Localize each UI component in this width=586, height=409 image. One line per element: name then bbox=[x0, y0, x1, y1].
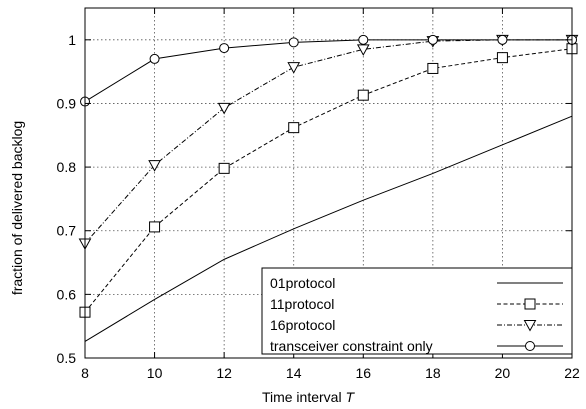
y-axis-title: fraction of delivered backlog bbox=[9, 121, 25, 295]
y-tick-label: 0.7 bbox=[57, 223, 77, 239]
plot-frame bbox=[84, 7, 573, 359]
series-line bbox=[84, 48, 573, 313]
data-point bbox=[288, 37, 299, 48]
data-point bbox=[219, 43, 230, 54]
data-point bbox=[358, 34, 369, 45]
data-point bbox=[357, 89, 369, 101]
legend-marker bbox=[525, 341, 535, 351]
data-point bbox=[149, 221, 161, 233]
y-tick-label: 0.9 bbox=[57, 95, 77, 111]
x-axis-title-text: Time interval bbox=[262, 389, 342, 405]
x-tick-label: 10 bbox=[147, 365, 163, 381]
legend-box bbox=[261, 267, 573, 355]
series-4 bbox=[80, 34, 577, 107]
grid bbox=[85, 8, 572, 358]
data-point bbox=[287, 62, 301, 74]
legend-label: 11protocol bbox=[270, 296, 334, 312]
series-2 bbox=[79, 43, 578, 318]
data-point bbox=[148, 160, 161, 172]
y-tick-label: 0.8 bbox=[57, 159, 77, 175]
x-tick-label: 18 bbox=[425, 365, 441, 381]
y-tick-label: 0.5 bbox=[57, 350, 77, 366]
data-point bbox=[149, 53, 160, 64]
data-point bbox=[427, 34, 438, 45]
data-point bbox=[356, 44, 370, 56]
legend-marker bbox=[524, 298, 536, 310]
data-point bbox=[497, 34, 508, 45]
legend-label: 01protocol bbox=[270, 275, 335, 291]
data-point bbox=[288, 122, 300, 134]
legend: 01protocol 11protocol 16protocol transceive… bbox=[261, 267, 573, 355]
y-tick-label: 0.6 bbox=[57, 286, 77, 302]
x-tick-label: 14 bbox=[286, 365, 302, 381]
x-tick-label: 8 bbox=[81, 365, 89, 381]
legend-label: transceiver constraint only bbox=[270, 338, 433, 354]
legend-marker bbox=[523, 320, 537, 332]
series-layer bbox=[78, 34, 579, 342]
tick-labels: 8 10 12 14 16 18 20 22 0.5 0.6 0.7 0.8 0.9 1 bbox=[57, 32, 580, 381]
series-line bbox=[84, 39, 572, 244]
x-axis-title-variable: T bbox=[345, 389, 355, 405]
x-axis-title: Time interval T bbox=[262, 389, 356, 405]
data-point bbox=[217, 102, 231, 115]
y-tick-label: 1 bbox=[68, 32, 76, 48]
x-tick-label: 20 bbox=[495, 365, 511, 381]
legend-entries: 01protocol 11protocol 16protocol transceive… bbox=[270, 275, 563, 354]
legend-label: 16protocol bbox=[270, 317, 335, 333]
series-line bbox=[84, 39, 572, 102]
series-line bbox=[84, 115, 573, 342]
x-tick-label: 16 bbox=[355, 365, 371, 381]
series-1 bbox=[84, 115, 573, 342]
data-point bbox=[427, 62, 439, 74]
data-point bbox=[496, 52, 508, 64]
x-tick-label: 12 bbox=[216, 365, 232, 381]
data-point bbox=[218, 162, 230, 174]
x-tick-label: 22 bbox=[564, 365, 580, 381]
